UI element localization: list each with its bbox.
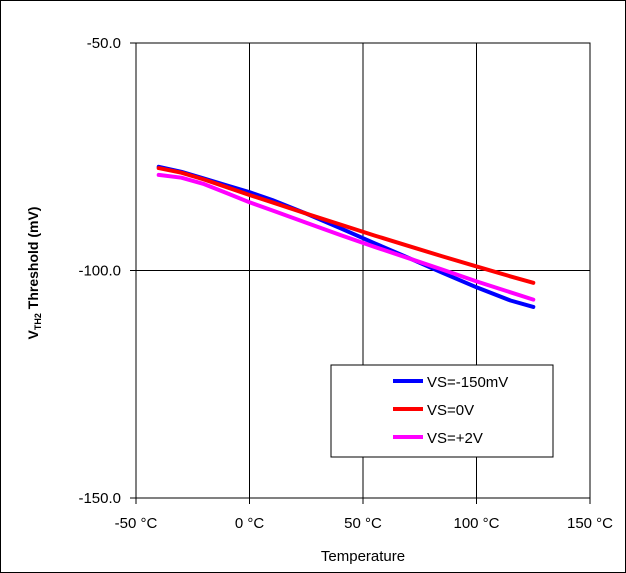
series-layer	[156, 164, 536, 309]
y-tick-label: -100.0	[78, 263, 121, 280]
x-tick-label: 100 °C	[453, 515, 499, 532]
x-tick-label: 50 °C	[344, 515, 382, 532]
x-tick-label: -50 °C	[115, 515, 158, 532]
tick-layer: -50 °C 0 °C 50 °C 100 °C 150 °C -150.0 -100.0 -…	[78, 35, 613, 532]
series-line-3	[156, 172, 536, 302]
y-tick-label: -50.0	[87, 35, 121, 52]
x-tick-label: 0 °C	[235, 515, 265, 532]
series-line-2	[156, 166, 536, 285]
legend-label: VS=+2V	[427, 430, 483, 447]
legend-label: VS=0V	[427, 402, 474, 419]
y-axis-title-suffix: Threshold (mV)	[25, 207, 41, 314]
y-axis-title-prefix: V	[25, 329, 41, 339]
legend-label: VS=-150mV	[427, 374, 508, 391]
y-axis-title: VTH2 Threshold (mV)	[25, 207, 43, 340]
legend-box	[330, 364, 554, 458]
x-axis-title: Temperature	[321, 548, 405, 565]
y-axis-title-subscript: TH2	[33, 313, 43, 330]
y-tick-label: -150.0	[78, 490, 121, 507]
legend: VS=-150mV VS=0V VS=+2V	[330, 364, 554, 458]
x-tick-label: 150 °C	[567, 515, 613, 532]
